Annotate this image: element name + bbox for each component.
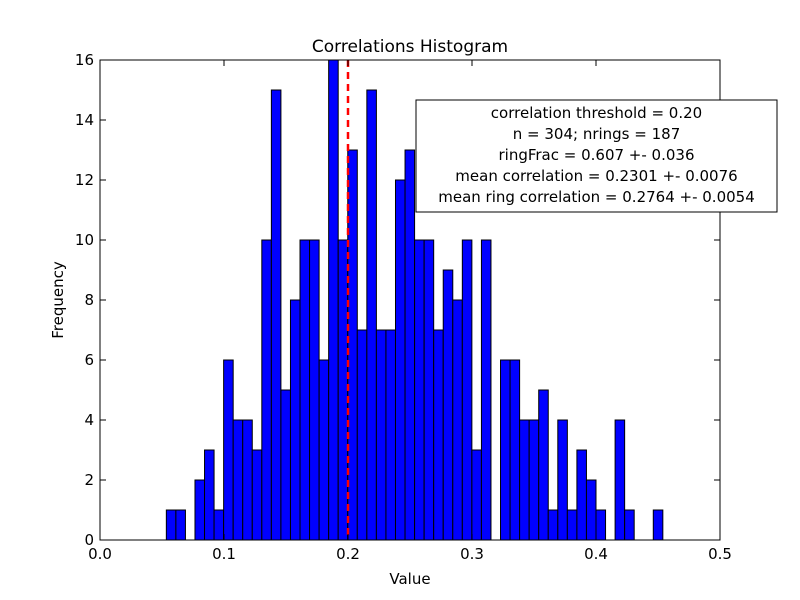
histogram-bar bbox=[452, 299, 463, 541]
x-tick-label: 0.0 bbox=[88, 545, 112, 563]
histogram-bar bbox=[318, 359, 330, 541]
histogram-bar bbox=[204, 449, 215, 541]
histogram-bar bbox=[366, 89, 377, 541]
y-tick-label: 0 bbox=[84, 531, 94, 549]
histogram-bar bbox=[270, 89, 282, 541]
histogram-bar bbox=[309, 239, 320, 541]
histogram-bar bbox=[509, 359, 521, 541]
histogram-bar bbox=[433, 329, 444, 541]
annotation-frame bbox=[415, 99, 778, 213]
histogram-bar bbox=[375, 329, 387, 541]
histogram-bar bbox=[442, 269, 454, 541]
y-tick-label: 14 bbox=[75, 111, 94, 129]
x-tick-label: 0.2 bbox=[336, 545, 360, 563]
y-tick-label: 2 bbox=[84, 471, 94, 489]
histogram-bar bbox=[538, 389, 549, 541]
histogram-bar bbox=[356, 329, 368, 541]
y-tick-label: 8 bbox=[84, 291, 94, 309]
histogram-bar bbox=[547, 509, 559, 541]
histogram-bar bbox=[242, 419, 253, 541]
x-tick-label: 0.1 bbox=[212, 545, 236, 563]
y-axis: 0 2 4 6 8 10 12 14 16 bbox=[75, 51, 720, 549]
histogram-bar bbox=[471, 449, 482, 541]
y-axis-label: Frequency bbox=[49, 261, 67, 339]
histogram-bar bbox=[385, 329, 396, 541]
histogram-bar bbox=[414, 239, 425, 541]
histogram-bar bbox=[280, 389, 291, 541]
histogram-bar bbox=[251, 449, 263, 541]
histogram-bar bbox=[299, 239, 311, 541]
x-axis: 0.0 0.1 0.2 0.3 0.4 0.5 bbox=[88, 60, 732, 563]
annotation-line: mean ring correlation = 0.2764 +- 0.0054 bbox=[438, 188, 755, 206]
annotation-line: ringFrac = 0.607 +- 0.036 bbox=[498, 146, 694, 164]
histogram-bar bbox=[595, 509, 607, 541]
histogram-bar bbox=[585, 479, 597, 541]
histogram-bar bbox=[328, 59, 339, 541]
histogram-bar bbox=[261, 239, 272, 541]
y-tick-label: 6 bbox=[84, 351, 94, 369]
histogram-bar bbox=[232, 419, 244, 541]
histogram-bar bbox=[519, 419, 530, 541]
histogram-bar bbox=[500, 359, 511, 541]
histogram-bar bbox=[566, 509, 578, 541]
histogram-bar bbox=[652, 509, 664, 541]
histogram-bar bbox=[423, 239, 435, 541]
histogram-bar bbox=[337, 239, 349, 541]
histogram-bar bbox=[175, 509, 186, 541]
histogram-bar bbox=[223, 359, 234, 541]
histogram-bar bbox=[404, 149, 416, 541]
annotation-line: mean correlation = 0.2301 +- 0.0076 bbox=[455, 167, 737, 185]
histogram-bar bbox=[624, 509, 635, 541]
y-tick-label: 4 bbox=[84, 411, 94, 429]
x-tick-label: 0.3 bbox=[460, 545, 484, 563]
histogram-bar bbox=[213, 509, 225, 541]
histogram-bar bbox=[480, 239, 492, 541]
y-tick-label: 12 bbox=[75, 171, 94, 189]
x-tick-label: 0.4 bbox=[584, 545, 608, 563]
histogram-bar bbox=[289, 299, 301, 541]
y-tick-label: 16 bbox=[75, 51, 94, 69]
histogram-bar bbox=[557, 419, 568, 541]
histogram-bar bbox=[614, 419, 626, 541]
histogram-bar bbox=[461, 239, 473, 541]
histogram-bar bbox=[394, 179, 406, 541]
annotation-line: n = 304; nrings = 187 bbox=[513, 125, 680, 143]
histogram-bar bbox=[194, 479, 206, 541]
chart-title: Correlations Histogram bbox=[312, 37, 508, 57]
x-axis-label: Value bbox=[389, 570, 430, 588]
annotation-line: correlation threshold = 0.20 bbox=[491, 104, 702, 122]
histogram-bar bbox=[528, 419, 540, 541]
y-tick-label: 10 bbox=[75, 231, 94, 249]
stats-annotation-box: correlation threshold = 0.20 n = 304; nri… bbox=[415, 99, 778, 213]
x-tick-label: 0.5 bbox=[708, 545, 732, 563]
histogram-bar bbox=[576, 449, 587, 541]
histogram-bar bbox=[165, 509, 177, 541]
